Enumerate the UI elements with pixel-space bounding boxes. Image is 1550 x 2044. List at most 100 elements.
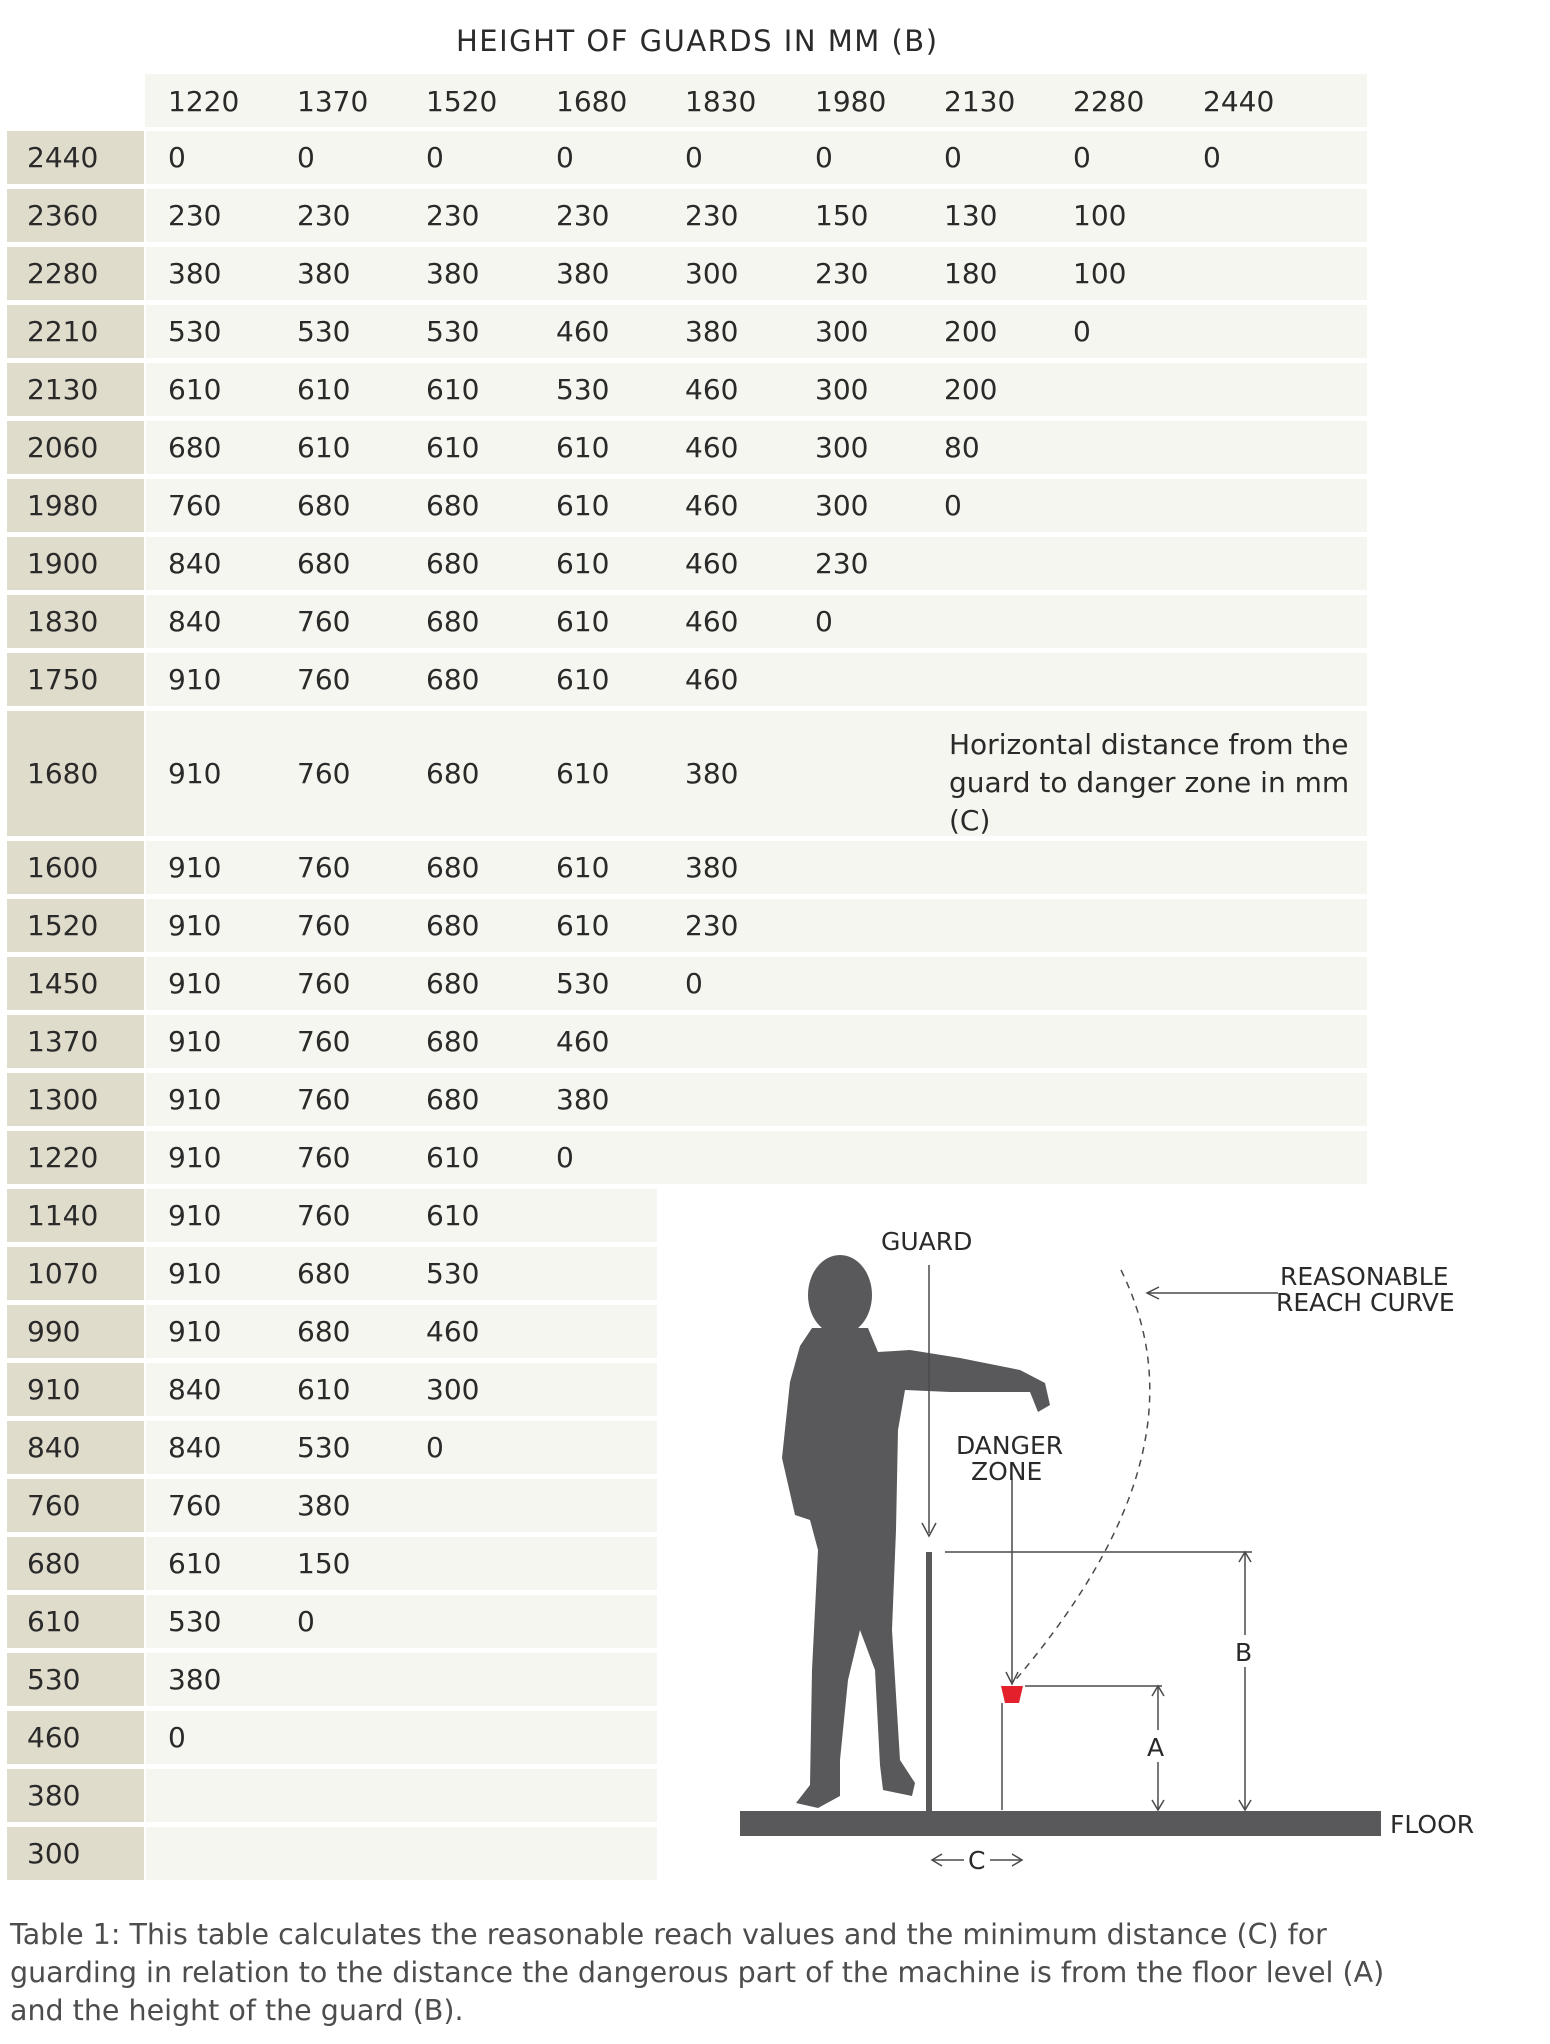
table-cell: 910	[168, 1083, 222, 1116]
table-cell: 0	[685, 967, 703, 1000]
table-cell: 0	[426, 141, 444, 174]
table-cell: 0	[685, 141, 703, 174]
table-cell: 910	[168, 757, 222, 790]
table-cell: 840	[168, 605, 222, 638]
table-cell: 0	[168, 141, 186, 174]
table-cell: 530	[168, 1605, 222, 1638]
table-cell: 460	[685, 605, 739, 638]
column-header: 1680	[556, 85, 628, 118]
table-cell: 200	[944, 315, 998, 348]
table-row	[146, 711, 1367, 836]
danger-zone-label-2: ZONE	[971, 1457, 1042, 1486]
table-cell: 760	[297, 663, 351, 696]
reach-curve-label-1: REASONABLE	[1280, 1262, 1449, 1291]
reach-curve-pointer-arrowhead	[1145, 1286, 1160, 1300]
table-cell: 910	[168, 967, 222, 1000]
reach-curve-label-2: REACH CURVE	[1276, 1288, 1455, 1317]
table-row	[146, 1537, 657, 1590]
table-cell: 680	[297, 1315, 351, 1348]
dimension-c-left-arrowhead	[930, 1853, 943, 1867]
row-label: 1830	[27, 605, 99, 638]
table-cell: 760	[297, 1025, 351, 1058]
dimension-b-label: B	[1235, 1638, 1252, 1667]
table-cell: 910	[168, 663, 222, 696]
table-cell: 460	[556, 1025, 610, 1058]
table-cell: 460	[685, 373, 739, 406]
table-cell: 760	[297, 757, 351, 790]
row-label: 2360	[27, 199, 99, 232]
table-cell: 680	[168, 431, 222, 464]
row-label: 1680	[27, 757, 99, 790]
table-cell: 380	[685, 757, 739, 790]
table-row	[146, 247, 1367, 300]
row-label-cell	[7, 363, 144, 416]
row-label-cell	[7, 1363, 144, 1416]
row-label-cell	[7, 957, 144, 1010]
table-cell: 0	[944, 141, 962, 174]
table-row	[146, 1189, 657, 1242]
guard-label: GUARD	[881, 1227, 972, 1256]
table-cell: 530	[297, 315, 351, 348]
table-row	[146, 363, 1367, 416]
dimension-c-label: C	[968, 1846, 985, 1875]
danger-zone-marker	[1001, 1686, 1023, 1703]
row-label: 2280	[27, 257, 99, 290]
table-row	[146, 595, 1367, 648]
row-label-cell	[7, 247, 144, 300]
table-cell: 760	[297, 1199, 351, 1232]
table-cell: 910	[168, 1141, 222, 1174]
table-cell: 530	[297, 1431, 351, 1464]
row-label-cell	[7, 305, 144, 358]
table-row	[146, 1073, 1367, 1126]
table-cell: 530	[556, 373, 610, 406]
dimension-c-right-arrowhead	[1011, 1853, 1024, 1867]
guarding-diagram: FLOOR GUARD B DANGER ZONE A REASONABLE R…	[740, 1227, 1474, 1875]
table-cell: 230	[297, 199, 351, 232]
table-cell: 530	[426, 315, 480, 348]
table-cell: 130	[944, 199, 998, 232]
table-cell: 230	[815, 547, 869, 580]
row-label: 460	[27, 1721, 81, 1754]
reach-curve	[1011, 1269, 1151, 1685]
column-header: 2440	[1203, 85, 1275, 118]
table-row	[146, 305, 1367, 358]
table-cell: 910	[168, 1025, 222, 1058]
table-row	[146, 1653, 657, 1706]
guard-arrowhead	[921, 1522, 937, 1538]
table-cell: 0	[1073, 141, 1091, 174]
row-label-cell	[7, 1015, 144, 1068]
table-row	[146, 131, 1367, 184]
row-label: 840	[27, 1431, 81, 1464]
row-label-cell	[7, 1421, 144, 1474]
table-cell: 380	[685, 851, 739, 884]
table-cell: 230	[556, 199, 610, 232]
row-label: 530	[27, 1663, 81, 1696]
dimension-b-arrow-bottom	[1238, 1799, 1252, 1812]
table-row	[146, 1827, 657, 1880]
danger-zone-label-1: DANGER	[956, 1431, 1063, 1460]
dimension-b-label-bg	[1232, 1635, 1258, 1667]
column-header-band	[145, 74, 1367, 127]
table-row	[146, 653, 1367, 706]
row-label: 2210	[27, 315, 99, 348]
row-label: 1140	[27, 1199, 99, 1232]
table-cell: 530	[168, 315, 222, 348]
table-cell: 680	[426, 851, 480, 884]
table-cell: 0	[426, 1431, 444, 1464]
table-cell: 460	[685, 431, 739, 464]
table-row	[146, 1015, 1367, 1068]
table-cell: 610	[556, 757, 610, 790]
table-cell: 460	[685, 489, 739, 522]
column-header: 2130	[944, 85, 1016, 118]
column-header: 1830	[685, 85, 757, 118]
table-cell: 460	[556, 315, 610, 348]
row-label: 1370	[27, 1025, 99, 1058]
table-cell: 100	[1073, 199, 1127, 232]
table-cell: 530	[426, 1257, 480, 1290]
table-cell: 680	[297, 489, 351, 522]
column-header: 1520	[426, 85, 498, 118]
row-label: 1220	[27, 1141, 99, 1174]
row-label-cell	[7, 1711, 144, 1764]
row-label-cell	[7, 1247, 144, 1300]
floor-label: FLOOR	[1390, 1810, 1474, 1839]
